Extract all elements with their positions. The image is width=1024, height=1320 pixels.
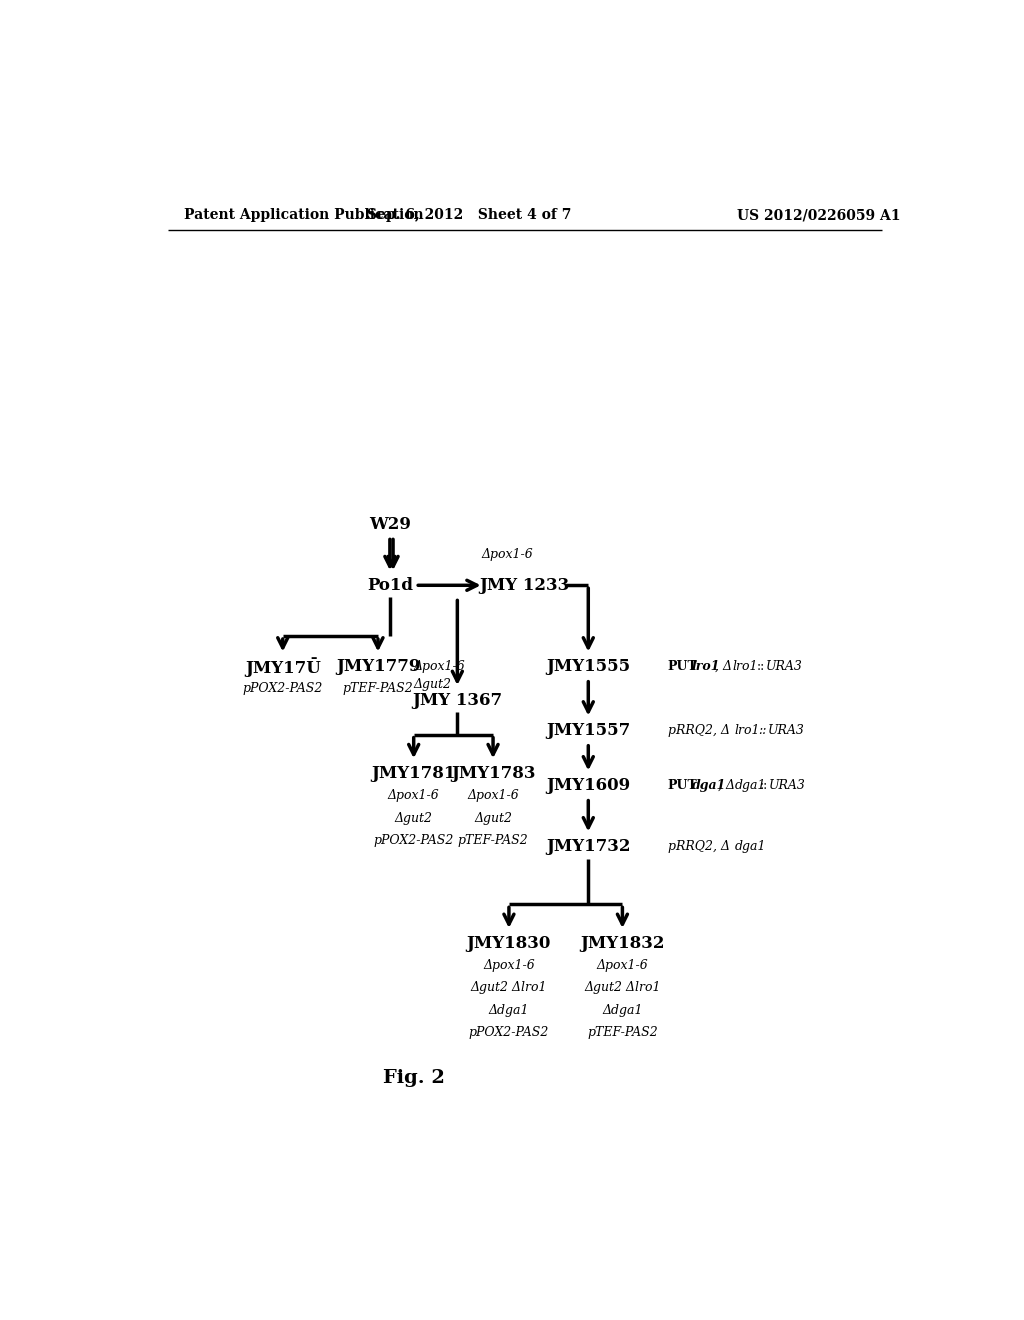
Text: Δgut2 Δlro1: Δgut2 Δlro1 (471, 981, 547, 994)
Text: ::: :: (760, 779, 768, 792)
Text: W29: W29 (369, 516, 411, 533)
Text: pPOX2-PAS2: pPOX2-PAS2 (469, 1026, 549, 1039)
Text: Δgut2: Δgut2 (414, 678, 452, 692)
Text: JMY1783: JMY1783 (451, 764, 536, 781)
Text: URA3: URA3 (768, 725, 805, 737)
Text: Po1d: Po1d (367, 577, 413, 594)
Text: Δdga1: Δdga1 (488, 1003, 529, 1016)
Text: pTEF-PAS2: pTEF-PAS2 (587, 1026, 657, 1039)
Text: JMY17Ū: JMY17Ū (245, 656, 321, 677)
Text: JMY 1367: JMY 1367 (413, 692, 503, 709)
Text: Δpox1-6: Δpox1-6 (414, 660, 466, 673)
Text: pTEF-PAS2: pTEF-PAS2 (343, 682, 414, 696)
Text: lro1: lro1 (733, 660, 758, 673)
Text: dga1: dga1 (735, 779, 767, 792)
Text: PUT: PUT (668, 779, 697, 792)
Text: , Δ: , Δ (715, 660, 732, 673)
Text: Δgut2 Δlro1: Δgut2 Δlro1 (584, 981, 660, 994)
Text: JMY1779: JMY1779 (336, 659, 420, 675)
Text: lro1: lro1 (734, 725, 760, 737)
Text: PUT: PUT (668, 660, 697, 673)
Text: lro1: lro1 (691, 660, 720, 673)
Text: Δgut2: Δgut2 (394, 812, 433, 825)
Text: dga1: dga1 (691, 779, 726, 792)
Text: JMY1609: JMY1609 (546, 777, 631, 795)
Text: ::: :: (758, 725, 767, 737)
Text: Δpox1-6: Δpox1-6 (481, 548, 532, 561)
Text: JMY1555: JMY1555 (546, 659, 631, 675)
Text: JMY 1233: JMY 1233 (479, 577, 570, 594)
Text: Patent Application Publication: Patent Application Publication (183, 209, 423, 222)
Text: pTEF-PAS2: pTEF-PAS2 (458, 834, 528, 847)
Text: dga1: dga1 (734, 840, 766, 853)
Text: JMY1830: JMY1830 (467, 935, 551, 952)
Text: US 2012/0226059 A1: US 2012/0226059 A1 (736, 209, 900, 222)
Text: JMY1732: JMY1732 (546, 838, 631, 855)
Text: pPOX2-PAS2: pPOX2-PAS2 (374, 834, 454, 847)
Text: Fig. 2: Fig. 2 (383, 1069, 444, 1088)
Text: JMY1781: JMY1781 (372, 764, 456, 781)
Text: URA3: URA3 (766, 660, 803, 673)
Text: Δgut2: Δgut2 (474, 812, 512, 825)
Text: URA3: URA3 (769, 779, 806, 792)
Text: Δpox1-6: Δpox1-6 (483, 958, 535, 972)
Text: Sep. 6, 2012   Sheet 4 of 7: Sep. 6, 2012 Sheet 4 of 7 (367, 209, 571, 222)
Text: pPOX2-PAS2: pPOX2-PAS2 (243, 682, 323, 696)
Text: Δpox1-6: Δpox1-6 (467, 789, 519, 803)
Text: Δpox1-6: Δpox1-6 (388, 789, 439, 803)
Text: , Δ: , Δ (718, 779, 734, 792)
Text: JMY1832: JMY1832 (581, 935, 665, 952)
Text: pRRQ2, Δ: pRRQ2, Δ (668, 840, 730, 853)
Text: Δdga1: Δdga1 (602, 1003, 643, 1016)
Text: pRRQ2, Δ: pRRQ2, Δ (668, 725, 730, 737)
Text: JMY1557: JMY1557 (546, 722, 631, 739)
Text: ::: :: (757, 660, 765, 673)
Text: Δpox1-6: Δpox1-6 (597, 958, 648, 972)
